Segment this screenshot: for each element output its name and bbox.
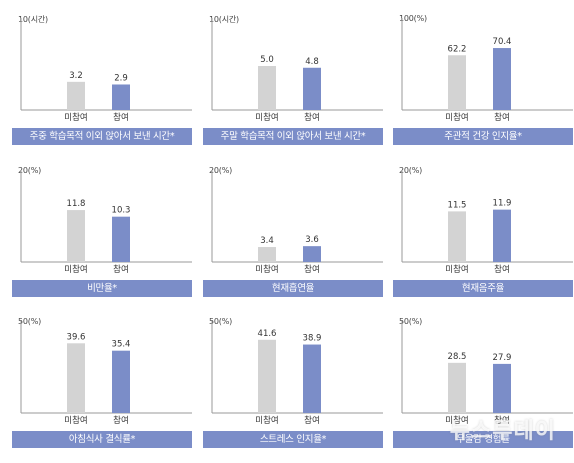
- category-label: 참여: [113, 264, 129, 275]
- chart-title: 비만율*: [12, 280, 192, 297]
- bar-value-label: 3.2: [69, 71, 83, 81]
- y-axis-max-label: 50(%): [209, 317, 233, 326]
- chart-title: 우울감 경험률: [393, 431, 573, 448]
- bar: [258, 247, 276, 262]
- bar-value-label: 11.5: [448, 200, 467, 210]
- bar: [448, 55, 466, 110]
- bar: [67, 210, 85, 262]
- bar: [493, 48, 511, 110]
- bar-value-label: 2.9: [114, 73, 128, 83]
- bar-value-label: 28.5: [448, 352, 467, 362]
- y-axis-max-label: 10(시간): [209, 15, 239, 24]
- y-axis-max-label: 50(%): [399, 317, 423, 326]
- bar-chart: 62.2 미참여 70.4 참여: [401, 18, 573, 123]
- category-label: 미참여: [255, 415, 278, 426]
- y-axis-max-label: 20(%): [399, 166, 423, 175]
- bar-value-label: 38.9: [303, 334, 322, 344]
- chart-title: 주말 학습목적 이외 앉아서 보낸 시간*: [203, 128, 383, 145]
- category-label: 참여: [494, 415, 510, 426]
- category-label: 미참여: [64, 415, 87, 426]
- y-axis-max-label: 50(%): [18, 317, 42, 326]
- bar: [258, 339, 276, 413]
- bar: [303, 67, 321, 110]
- bar-value-label: 3.6: [305, 235, 319, 245]
- bar: [448, 362, 466, 413]
- y-axis-max-label: 10(시간): [18, 15, 48, 24]
- category-label: 미참여: [64, 264, 87, 275]
- bar-chart: 3.4 미참여 3.6 참여: [211, 170, 383, 275]
- bar: [112, 84, 130, 110]
- bar-value-label: 11.9: [493, 199, 512, 209]
- bar-value-label: 39.6: [67, 332, 86, 342]
- y-axis-max-label: 20(%): [209, 166, 233, 175]
- bar: [303, 246, 321, 262]
- chart-title: 현재음주율: [393, 280, 573, 297]
- category-label: 미참여: [445, 264, 468, 275]
- bar: [112, 216, 130, 262]
- bar-chart: 41.6 미참여 38.9 참여: [211, 321, 383, 426]
- chart-title: 주중 학습목적 이외 앉아서 보낸 시간*: [12, 128, 192, 145]
- chart-title: 주관적 건강 인지율*: [393, 128, 573, 145]
- bar-value-label: 27.9: [493, 353, 512, 363]
- bar-chart: 39.6 미참여 35.4 참여: [20, 321, 192, 426]
- chart-title: 아침식사 결식률*: [12, 431, 192, 448]
- bar-chart: 3.2 미참여 2.9 참여: [20, 18, 192, 123]
- bar: [67, 343, 85, 413]
- watermark: 뉴스투데이: [449, 419, 556, 444]
- category-label: 참여: [113, 415, 129, 426]
- bar-value-label: 11.8: [67, 199, 86, 209]
- category-label: 참여: [494, 112, 510, 123]
- bar: [258, 66, 276, 110]
- bar: [303, 344, 321, 413]
- bar: [112, 350, 130, 413]
- category-label: 미참여: [445, 112, 468, 123]
- bar: [493, 209, 511, 262]
- category-label: 미참여: [445, 415, 468, 426]
- bar: [448, 211, 466, 262]
- chart-title: 스트레스 인지율*: [203, 431, 383, 448]
- bar-value-label: 62.2: [448, 44, 467, 54]
- category-label: 참여: [494, 264, 510, 275]
- bar-chart: 28.5 미참여 27.9 참여: [401, 321, 573, 426]
- chart-title: 현재흡연율: [203, 280, 383, 297]
- category-label: 미참여: [64, 112, 87, 123]
- category-label: 참여: [304, 112, 320, 123]
- y-axis-max-label: 20(%): [18, 166, 42, 175]
- category-label: 미참여: [255, 264, 278, 275]
- bar-value-label: 5.0: [260, 55, 274, 65]
- bar: [67, 81, 85, 110]
- bar-value-label: 70.4: [493, 37, 512, 47]
- bar-value-label: 10.3: [112, 206, 131, 216]
- category-label: 미참여: [255, 112, 278, 123]
- bar: [493, 363, 511, 413]
- bar-value-label: 4.8: [305, 57, 319, 67]
- bar-chart: 11.8 미참여 10.3 참여: [20, 170, 192, 275]
- category-label: 참여: [304, 264, 320, 275]
- bar-chart: 5.0 미참여 4.8 참여: [211, 18, 383, 123]
- category-label: 참여: [113, 112, 129, 123]
- y-axis-max-label: 100(%): [399, 14, 427, 23]
- bar-chart: 11.5 미참여 11.9 참여: [401, 170, 573, 275]
- bar-value-label: 41.6: [258, 329, 277, 339]
- bar-value-label: 35.4: [112, 340, 131, 350]
- bar-value-label: 3.4: [260, 236, 274, 246]
- category-label: 참여: [304, 415, 320, 426]
